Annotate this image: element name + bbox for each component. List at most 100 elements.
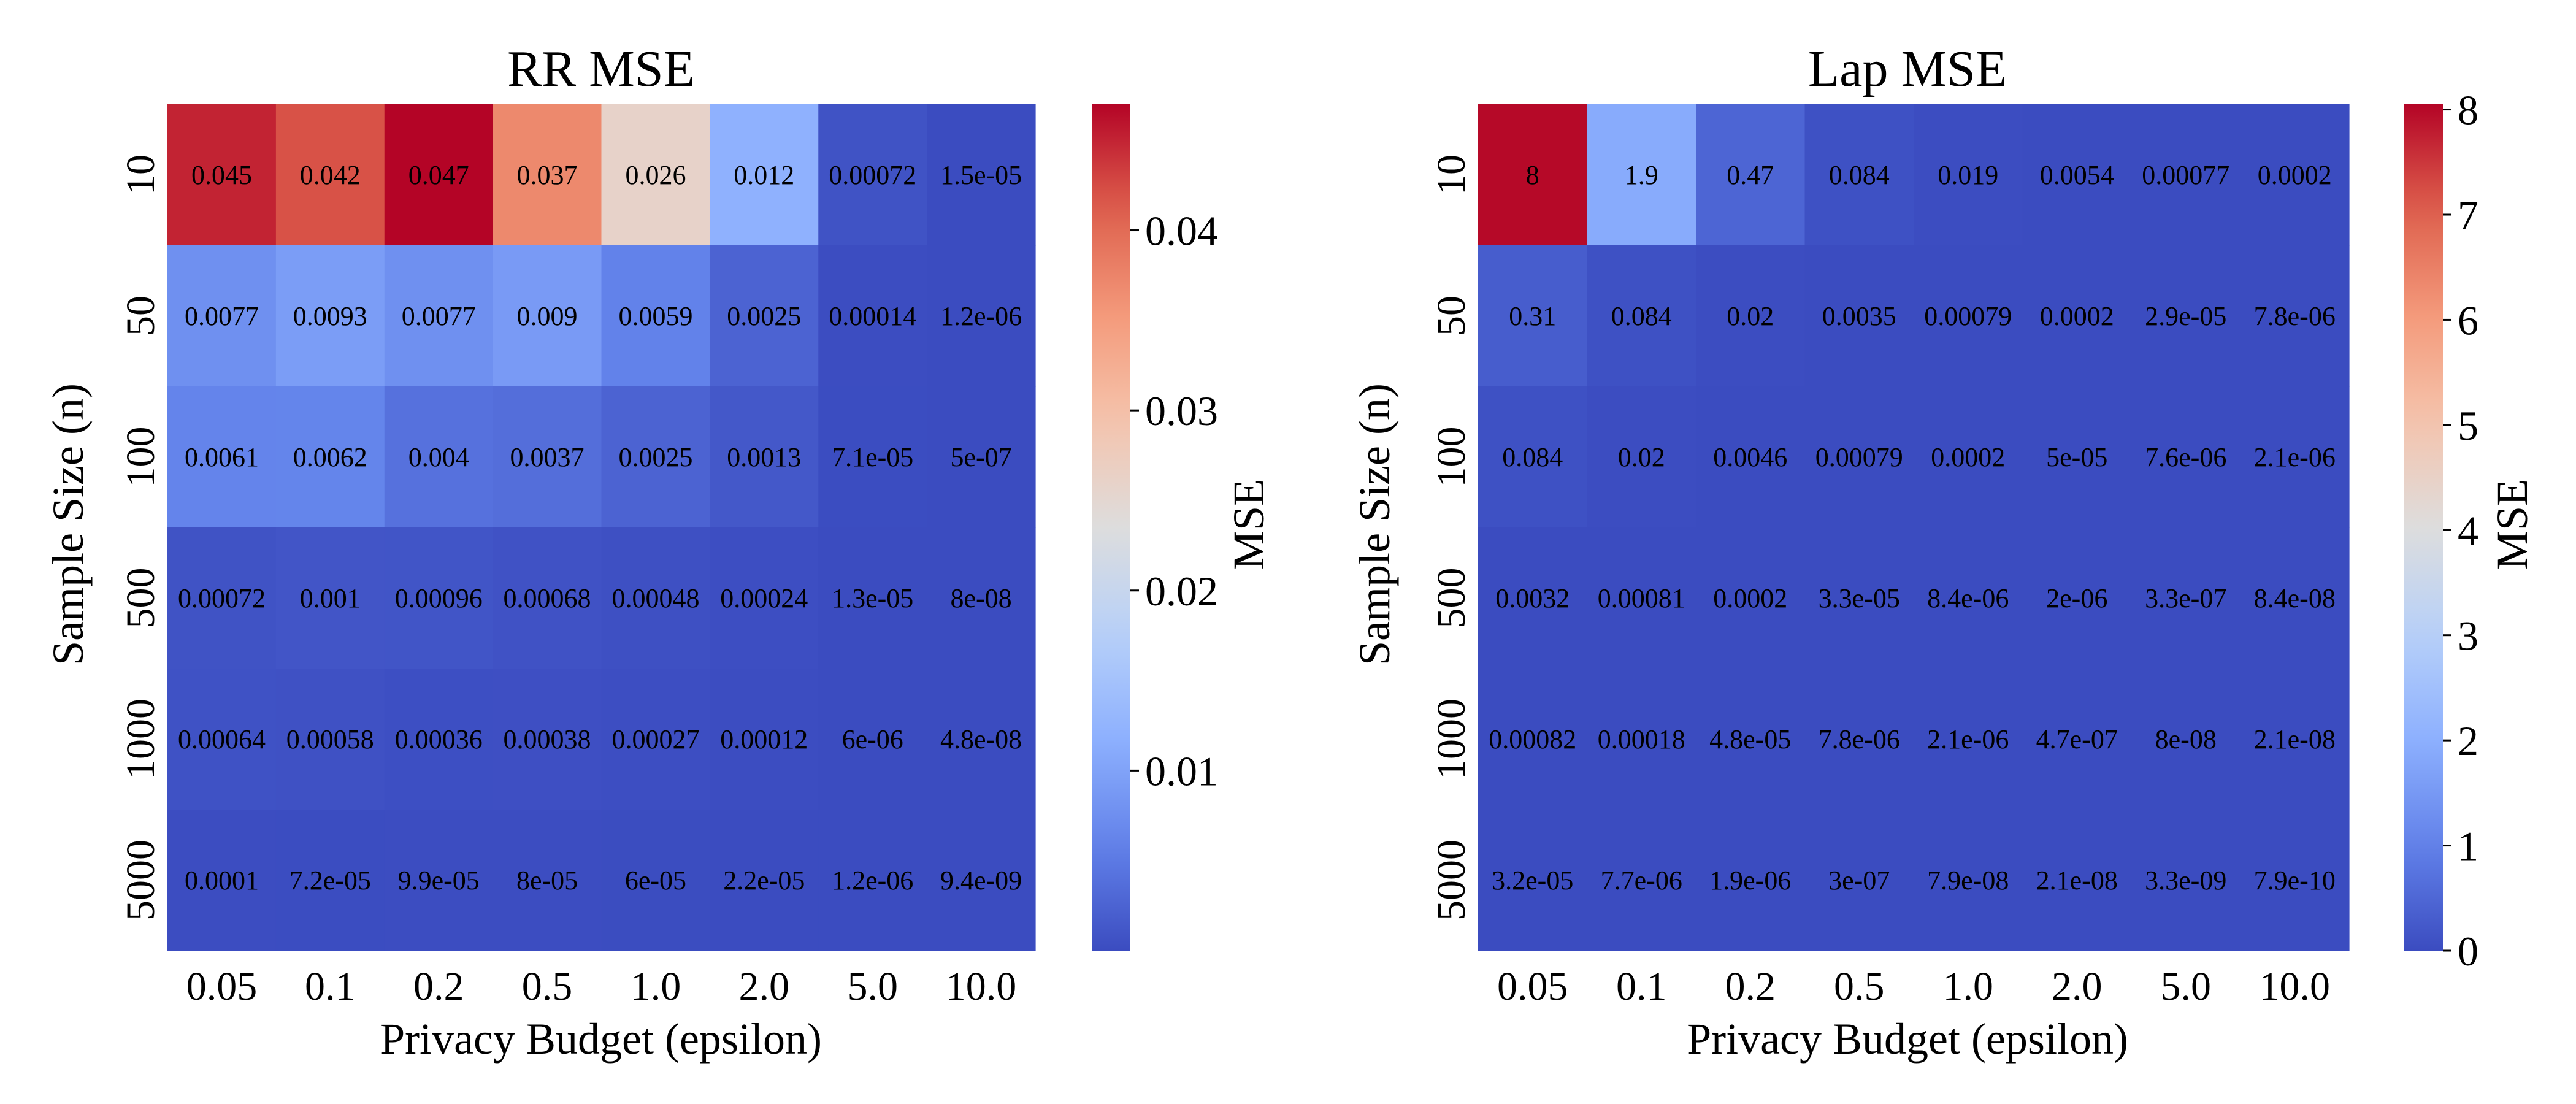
lap-colorbar bbox=[2404, 104, 2443, 951]
heatmap-cell bbox=[1696, 104, 1806, 246]
x-tick-label: 0.2 bbox=[1725, 964, 1776, 1009]
colorbar-tick-label: 0.02 bbox=[1145, 568, 1218, 615]
heatmap-cell bbox=[710, 669, 819, 810]
heatmap-cell bbox=[1696, 810, 1806, 951]
cell-annotation: 7.7e-06 bbox=[1601, 865, 1682, 895]
cell-annotation: 0.47 bbox=[1727, 160, 1774, 190]
x-tick-label: 1.0 bbox=[1943, 964, 1994, 1009]
heatmap-cell bbox=[384, 810, 494, 951]
cell-annotation: 0.0054 bbox=[2040, 160, 2114, 190]
heatmap-cell bbox=[2131, 245, 2241, 387]
cell-annotation: 0.00064 bbox=[178, 724, 266, 754]
cell-annotation: 0.00024 bbox=[720, 583, 808, 613]
cell-annotation: 0.0046 bbox=[1713, 442, 1787, 472]
cell-annotation: 0.02 bbox=[1618, 442, 1665, 472]
heatmap-cell bbox=[2131, 527, 2241, 669]
cell-annotation: 0.00082 bbox=[1489, 724, 1576, 754]
heatmap-cell bbox=[167, 669, 277, 810]
cell-annotation: 0.0032 bbox=[1495, 583, 1570, 613]
cell-annotation: 6e-06 bbox=[842, 724, 903, 754]
heatmap-cell bbox=[2240, 386, 2350, 528]
heatmap-cell bbox=[1914, 245, 2023, 387]
heatmap-cell bbox=[2131, 669, 2241, 810]
heatmap-cell bbox=[384, 386, 494, 528]
y-tick-label: 5000 bbox=[118, 840, 163, 921]
heatmap-cell bbox=[493, 669, 602, 810]
colorbar-tick-label: 8 bbox=[2458, 87, 2478, 134]
cell-annotation: 7.9e-10 bbox=[2254, 865, 2336, 895]
cell-annotation: 0.084 bbox=[1611, 301, 1672, 331]
heatmap-cell bbox=[710, 245, 819, 387]
cell-annotation: 2.1e-06 bbox=[1927, 724, 2009, 754]
cell-annotation: 0.00018 bbox=[1598, 724, 1685, 754]
cell-annotation: 0.00096 bbox=[395, 583, 483, 613]
heatmap-cell bbox=[927, 669, 1036, 810]
cell-annotation: 3.3e-05 bbox=[1819, 583, 1900, 613]
cell-annotation: 3.3e-09 bbox=[2145, 865, 2226, 895]
heatmap-cell bbox=[1914, 386, 2023, 528]
heatmap-cell bbox=[818, 386, 927, 528]
heatmap-cell bbox=[275, 386, 385, 528]
heatmap-cell bbox=[818, 527, 927, 669]
cell-annotation: 5e-07 bbox=[950, 442, 1011, 472]
colorbar-tick-label: 5 bbox=[2458, 402, 2478, 449]
cell-annotation: 0.0077 bbox=[402, 301, 476, 331]
rr-heatmap-cells: 0.045 0.042 0.047 0.037 0.026 0.012 0.00072 1.5… bbox=[167, 104, 1036, 951]
heatmap-cell bbox=[1696, 669, 1806, 810]
cell-annotation: 2e-06 bbox=[2046, 583, 2107, 613]
heatmap-cell bbox=[1587, 527, 1696, 669]
heatmap-cell bbox=[710, 810, 819, 951]
heatmap-cell bbox=[1804, 669, 1914, 810]
cell-annotation: 0.012 bbox=[734, 160, 794, 190]
cell-annotation: 0.00072 bbox=[178, 583, 266, 613]
cell-annotation: 0.084 bbox=[1502, 442, 1563, 472]
heatmap-cell bbox=[1804, 810, 1914, 951]
x-tick-label: 5.0 bbox=[847, 964, 898, 1009]
heatmap-cell bbox=[1478, 669, 1588, 810]
cell-annotation: 0.00068 bbox=[504, 583, 591, 613]
cell-annotation: 2.9e-05 bbox=[2145, 301, 2226, 331]
cell-annotation: 0.00048 bbox=[611, 583, 699, 613]
heatmap-cell bbox=[167, 386, 277, 528]
cell-annotation: 0.009 bbox=[517, 301, 578, 331]
x-tick-label: 0.1 bbox=[305, 964, 356, 1009]
heatmap-cell bbox=[1587, 810, 1696, 951]
heatmap-cell bbox=[710, 386, 819, 528]
heatmap-cell bbox=[601, 810, 710, 951]
cell-annotation: 0.084 bbox=[1829, 160, 1890, 190]
heatmap-cell bbox=[275, 810, 385, 951]
heatmap-cell bbox=[493, 527, 602, 669]
heatmap-cell bbox=[493, 386, 602, 528]
heatmap-cell bbox=[601, 245, 710, 387]
heatmap-cell bbox=[2131, 104, 2241, 246]
cell-annotation: 8e-08 bbox=[2155, 724, 2217, 754]
x-tick-label: 0.5 bbox=[1834, 964, 1885, 1009]
heatmap-cell bbox=[384, 669, 494, 810]
cell-annotation: 0.00079 bbox=[1924, 301, 2012, 331]
cell-annotation: 2.1e-08 bbox=[2254, 724, 2336, 754]
heatmap-cell bbox=[1696, 527, 1806, 669]
colorbar-tick-label: 7 bbox=[2458, 192, 2478, 239]
cell-annotation: 0.00079 bbox=[1815, 442, 1903, 472]
x-tick-label: 10.0 bbox=[2260, 964, 2331, 1009]
heatmap-cell bbox=[2240, 104, 2350, 246]
cell-annotation: 2.2e-05 bbox=[723, 865, 805, 895]
cell-annotation: 0.0002 bbox=[2258, 160, 2332, 190]
cell-annotation: 1.2e-06 bbox=[832, 865, 913, 895]
rr-x-axis-label: Privacy Budget (epsilon) bbox=[380, 1014, 822, 1064]
heatmap-cell bbox=[1914, 527, 2023, 669]
heatmap-cell bbox=[493, 104, 602, 246]
rr-colorbar-label: MSE bbox=[1224, 479, 1273, 570]
heatmap-cell bbox=[818, 669, 927, 810]
cell-annotation: 1.9e-06 bbox=[1709, 865, 1791, 895]
y-tick-label: 10 bbox=[1429, 155, 1474, 195]
heatmap-cell bbox=[1914, 669, 2023, 810]
heatmap-cell bbox=[1478, 386, 1588, 528]
heatmap-cell bbox=[2022, 527, 2132, 669]
y-tick-label: 100 bbox=[118, 427, 163, 488]
cell-annotation: 8e-08 bbox=[950, 583, 1011, 613]
cell-annotation: 7.2e-05 bbox=[289, 865, 371, 895]
cell-annotation: 8.4e-06 bbox=[1927, 583, 2009, 613]
y-tick-label: 1000 bbox=[1429, 699, 1474, 780]
cell-annotation: 0.026 bbox=[625, 160, 686, 190]
